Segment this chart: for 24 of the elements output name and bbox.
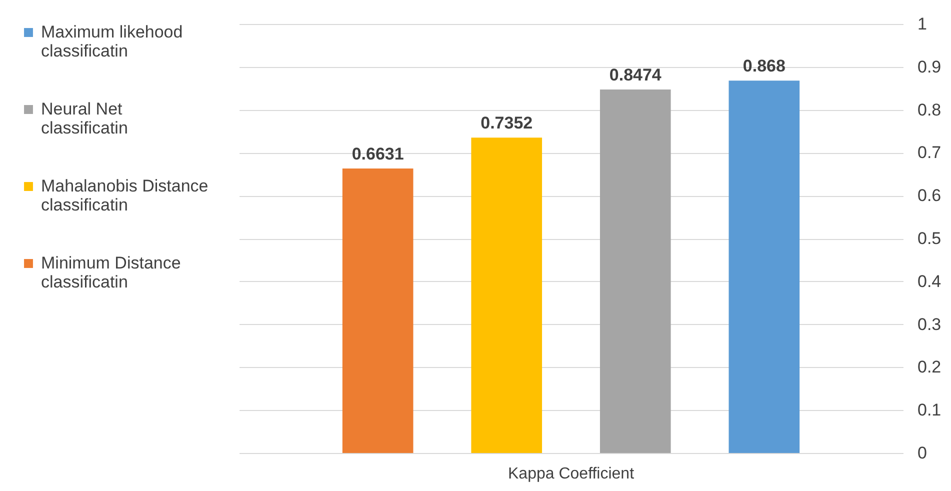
y-tick-label: 0.7 — [918, 143, 942, 162]
y-tick-label: 0.3 — [918, 314, 942, 334]
x-tick-label: Kappa Coefficient — [508, 466, 635, 482]
y-tick-label: 0 — [918, 444, 927, 462]
bar — [600, 89, 671, 453]
bar — [728, 80, 800, 453]
data-label: 0.8474 — [609, 65, 662, 84]
y-tick-label: 0.4 — [918, 272, 942, 291]
bar — [342, 168, 414, 453]
data-label: 0.7352 — [480, 114, 533, 133]
legend-label: Neural Net classificatin — [41, 100, 128, 138]
y-tick-label: 0.8 — [918, 100, 942, 120]
y-tick-label: 0.1 — [918, 400, 942, 420]
y-tick-label: 0.9 — [918, 57, 942, 76]
y-tick-label: 0.2 — [918, 358, 942, 377]
y-tick-label: 0.6 — [918, 186, 942, 206]
legend-label: Maximum likehood classificatin — [41, 22, 183, 60]
legend-label: Mahalanobis Distance classificatin — [41, 176, 208, 214]
legend-label: Minimum Distance classificatin — [41, 254, 181, 292]
data-label: 0.6631 — [352, 144, 404, 164]
bar — [471, 138, 542, 453]
y-tick-label: 0.5 — [918, 229, 942, 248]
y-tick-label: 1 — [918, 14, 927, 34]
data-label: 0.868 — [742, 56, 786, 76]
